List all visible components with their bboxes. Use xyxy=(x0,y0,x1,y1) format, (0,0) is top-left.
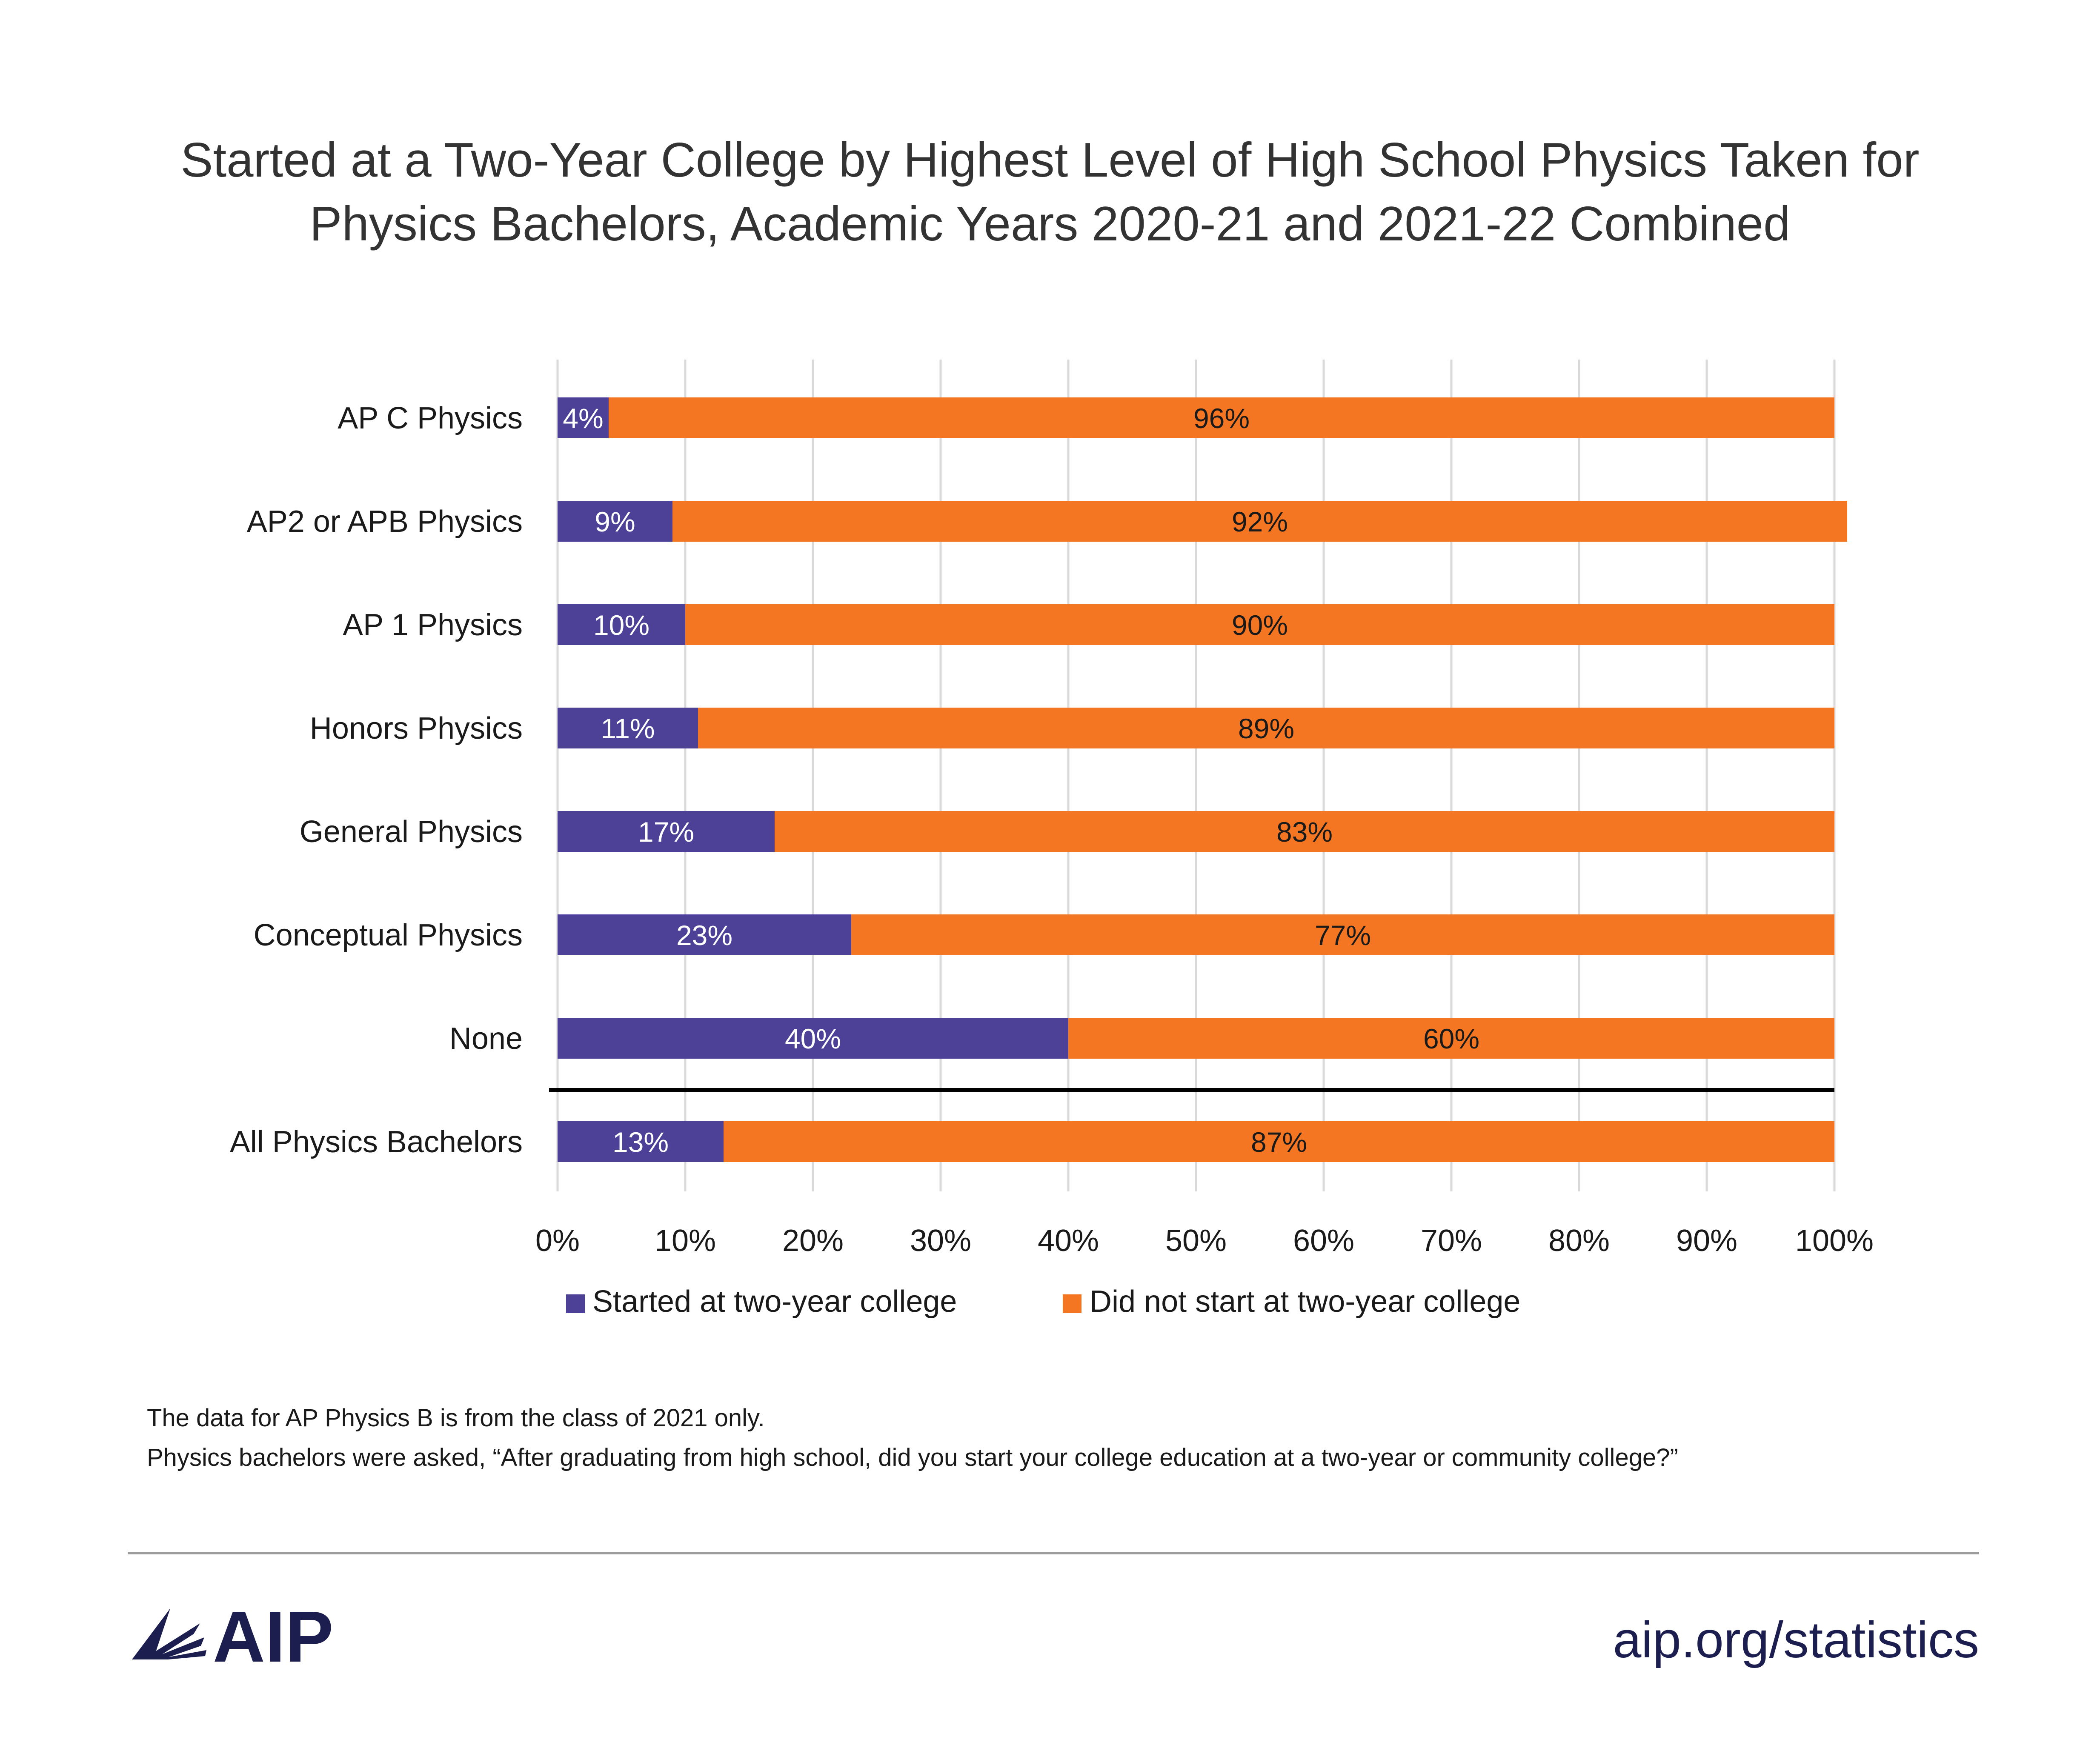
note-ap-physics-b: The data for AP Physics B is from the cl… xyxy=(147,1404,765,1432)
category-label: AP 1 Physics xyxy=(343,608,523,642)
data-label: 96% xyxy=(1193,403,1250,434)
category-label: AP2 or APB Physics xyxy=(247,505,523,539)
bar-started-at-two-year-college xyxy=(558,1121,724,1162)
bar-did-not-start-at-two-year-college xyxy=(1068,1018,1834,1059)
data-label: 4% xyxy=(563,403,603,434)
data-label: 92% xyxy=(1232,506,1288,537)
category-labels: AP C Physics AP2 or APB Physics AP 1 Physi… xyxy=(230,401,523,1159)
data-label: 60% xyxy=(1423,1023,1479,1054)
x-tick-label: 20% xyxy=(782,1224,844,1258)
legend-swatch-started xyxy=(566,1294,585,1313)
data-label: 17% xyxy=(638,816,694,848)
data-label: 40% xyxy=(785,1023,841,1054)
bar-started-at-two-year-college xyxy=(558,708,698,748)
bar-started-at-two-year-college xyxy=(558,811,775,852)
x-tick-label: 60% xyxy=(1293,1224,1354,1258)
bar-did-not-start-at-two-year-college xyxy=(698,708,1834,748)
bar-did-not-start-at-two-year-college xyxy=(609,397,1834,438)
category-label: None xyxy=(449,1022,523,1056)
data-label: 23% xyxy=(676,920,732,951)
x-tick-label: 40% xyxy=(1038,1224,1099,1258)
x-tick-label: 70% xyxy=(1421,1224,1482,1258)
bar-did-not-start-at-two-year-college xyxy=(851,914,1834,955)
category-label: AP C Physics xyxy=(338,401,523,435)
data-label: 77% xyxy=(1315,920,1371,951)
data-label: 10% xyxy=(593,609,649,641)
legend-label-did-not-start: Did not start at two-year college xyxy=(1090,1285,1520,1319)
aip-logo: AIP xyxy=(132,1596,333,1677)
legend-swatch-did-not-start xyxy=(1063,1294,1081,1313)
legend-label-started: Started at two-year college xyxy=(592,1285,957,1319)
category-label: General Physics xyxy=(300,815,523,849)
footer-url: aip.org/statistics xyxy=(1613,1611,1979,1668)
bar-started-at-two-year-college xyxy=(558,1018,1068,1059)
bar-did-not-start-at-two-year-college xyxy=(672,501,1847,542)
chart-title-line-1: Started at a Two-Year College by Highest… xyxy=(180,133,1919,187)
data-label: 9% xyxy=(595,506,635,537)
x-tick-label: 30% xyxy=(910,1224,971,1258)
aip-logo-icon xyxy=(132,1608,206,1659)
data-label: 11% xyxy=(601,713,655,744)
x-tick-label: 10% xyxy=(655,1224,716,1258)
x-tick-label: 80% xyxy=(1548,1224,1610,1258)
data-label: 13% xyxy=(612,1126,669,1158)
bar-started-at-two-year-college xyxy=(558,914,851,955)
data-label: 83% xyxy=(1276,816,1333,848)
legend: Started at two-year college Did not star… xyxy=(566,1285,1520,1319)
bars: 4% 96% 9% 92% 10% 90% 11% 89% 17% 83% 23% 77% 40% 60%… xyxy=(558,397,1847,1162)
bar-started-at-two-year-college xyxy=(558,604,685,645)
x-axis-tick-labels: 0% 10% 20% 30% 40% 50% 60% 70% 80% 90% 100% xyxy=(535,1224,1874,1258)
bar-did-not-start-at-two-year-college xyxy=(724,1121,1834,1162)
x-tick-label: 90% xyxy=(1676,1224,1737,1258)
x-tick-label: 100% xyxy=(1795,1224,1874,1258)
data-label: 89% xyxy=(1238,713,1294,744)
gridlines xyxy=(556,360,1836,1191)
bar-started-at-two-year-college xyxy=(558,397,609,438)
data-label: 90% xyxy=(1232,609,1288,641)
note-survey-question: Physics bachelors were asked, “After gra… xyxy=(147,1444,1678,1471)
x-tick-label: 50% xyxy=(1165,1224,1227,1258)
bar-did-not-start-at-two-year-college xyxy=(685,604,1834,645)
bar-did-not-start-at-two-year-college xyxy=(775,811,1834,852)
bar-started-at-two-year-college xyxy=(558,501,672,542)
category-label: Conceptual Physics xyxy=(254,918,523,952)
chart-title-line-2: Physics Bachelors, Academic Years 2020-2… xyxy=(309,197,1790,251)
data-label: 87% xyxy=(1251,1126,1307,1158)
aip-logo-text: AIP xyxy=(213,1596,333,1677)
category-label: Honors Physics xyxy=(310,711,523,745)
x-tick-label: 0% xyxy=(535,1224,580,1258)
category-label: All Physics Bachelors xyxy=(230,1125,523,1159)
